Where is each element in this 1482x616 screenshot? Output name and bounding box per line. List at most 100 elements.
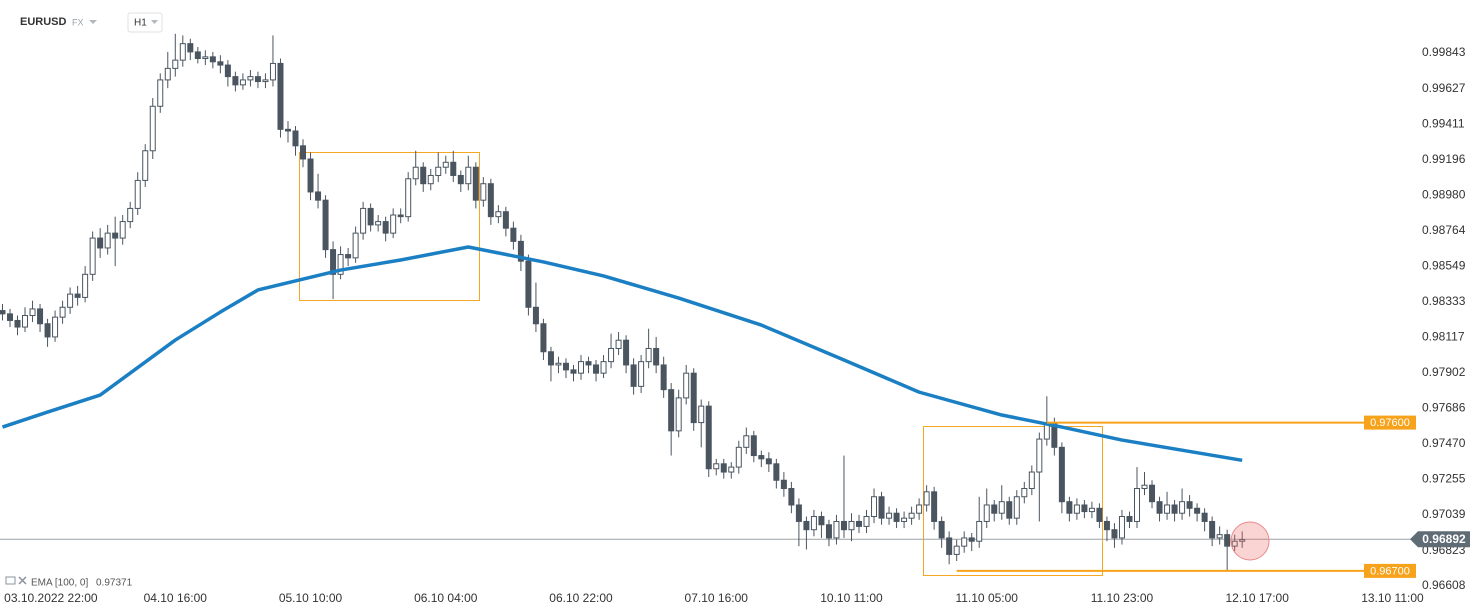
- candle-body: [668, 389, 675, 432]
- candle-body: [938, 520, 945, 539]
- x-tick-label: 12.10 17:00: [1226, 591, 1290, 605]
- candle-body: [1036, 438, 1043, 473]
- candle-body: [480, 183, 487, 201]
- candle-body: [390, 214, 397, 234]
- price-tag: [1410, 531, 1470, 548]
- candle-body: [998, 501, 1005, 514]
- level-label: 0.96700: [1370, 565, 1410, 577]
- candle-body: [1096, 507, 1103, 522]
- candle-body: [1224, 534, 1231, 547]
- candle-body: [187, 43, 194, 53]
- y-tick-label: 0.98117: [1422, 330, 1465, 344]
- candle-body: [788, 488, 795, 506]
- candle-body: [1088, 507, 1095, 513]
- candle-body: [360, 207, 367, 234]
- candle-body: [157, 79, 164, 107]
- candle-body: [29, 308, 36, 317]
- y-tick-label: 0.98333: [1422, 294, 1466, 308]
- candle-body: [856, 520, 863, 527]
- candle-body: [660, 364, 667, 391]
- candle-body: [1028, 471, 1035, 490]
- header: EURUSD FX H1: [20, 12, 163, 33]
- plot: 0.99843 0.99627 0.99411 0.99196 0.98980 0.987…: [0, 33, 1470, 605]
- candle-body: [555, 362, 562, 366]
- candle-body: [209, 56, 216, 63]
- candle-body: [585, 361, 592, 366]
- candle-body: [1073, 504, 1080, 514]
- candle-body: [224, 64, 231, 78]
- candle-body: [833, 520, 840, 539]
- candle-body: [127, 207, 134, 223]
- candle-body: [465, 166, 472, 185]
- candle-body: [59, 306, 66, 318]
- candle-body: [1141, 484, 1148, 490]
- x-tick-label: 06.10 04:00: [414, 591, 478, 605]
- remove-icon[interactable]: [18, 576, 27, 585]
- candle-body: [14, 319, 21, 328]
- ema-line: [1, 245, 1243, 463]
- candle-body: [991, 504, 998, 514]
- candle-body: [758, 455, 765, 460]
- candle-body: [67, 293, 74, 308]
- candle-body: [886, 512, 893, 519]
- candle-body: [1021, 488, 1028, 498]
- candle-body: [901, 517, 908, 522]
- candle-body: [570, 369, 577, 374]
- candle-body: [202, 56, 209, 59]
- y-tick-label: 0.97255: [1422, 472, 1466, 486]
- candle-body: [645, 347, 652, 363]
- candle-body: [510, 227, 517, 242]
- ema-value: 0.97371: [96, 578, 133, 589]
- symbol[interactable]: EURUSD: [20, 16, 67, 28]
- candle-body: [1164, 504, 1171, 514]
- candle-body: [457, 174, 464, 185]
- y-tick-label: 0.97039: [1422, 507, 1466, 521]
- candle-body: [983, 504, 990, 522]
- candle-body: [179, 43, 186, 61]
- candle-body: [1133, 488, 1140, 522]
- timeframe[interactable]: H1: [134, 18, 147, 29]
- timeframe-dropdown[interactable]: [151, 20, 158, 24]
- level-label: 0.97600: [1370, 417, 1410, 429]
- candle-body: [262, 79, 269, 83]
- candle-body: [435, 166, 442, 176]
- candle-body: [810, 516, 817, 531]
- candle-body: [780, 479, 787, 490]
- candle-body: [653, 347, 660, 366]
- y-tick-label: 0.98980: [1422, 187, 1466, 201]
- candle-body: [164, 67, 171, 81]
- candle-body: [74, 293, 81, 298]
- candle-body: [345, 254, 352, 259]
- candle-body: [352, 232, 359, 259]
- candle-body: [382, 221, 389, 234]
- current-price-label: 0.96892: [1422, 532, 1466, 546]
- candle-body: [953, 545, 960, 555]
- candle-body: [750, 435, 757, 457]
- candle-body: [300, 145, 307, 160]
- highlight-circle: [1230, 521, 1270, 561]
- candle-body: [728, 466, 735, 473]
- x-tick-label: 04.10 16:00: [144, 591, 208, 605]
- candle-body: [908, 512, 915, 519]
- candle-body: [194, 51, 201, 59]
- symbol-dropdown[interactable]: [89, 20, 97, 24]
- settings-icon[interactable]: [5, 576, 16, 585]
- candle-body: [743, 435, 750, 448]
- y-tick-label: 0.97686: [1422, 401, 1466, 415]
- candle-body: [946, 537, 953, 555]
- candle-body: [698, 405, 705, 424]
- timeframe-box[interactable]: [127, 12, 163, 33]
- level-tag: [1364, 563, 1416, 578]
- candle-body: [517, 240, 524, 262]
- y-tick-label: 0.97902: [1422, 365, 1466, 379]
- candle-body: [630, 364, 637, 387]
- x-tick-label: 11.10 23:00: [1091, 591, 1154, 605]
- candle-body: [37, 308, 44, 325]
- candle-body: [487, 183, 494, 218]
- candle-body: [825, 524, 832, 539]
- candle-body: [871, 496, 878, 518]
- candle-body: [405, 178, 412, 218]
- candle-body: [1194, 507, 1201, 514]
- candle-body: [97, 237, 104, 249]
- candle-body: [0, 310, 6, 315]
